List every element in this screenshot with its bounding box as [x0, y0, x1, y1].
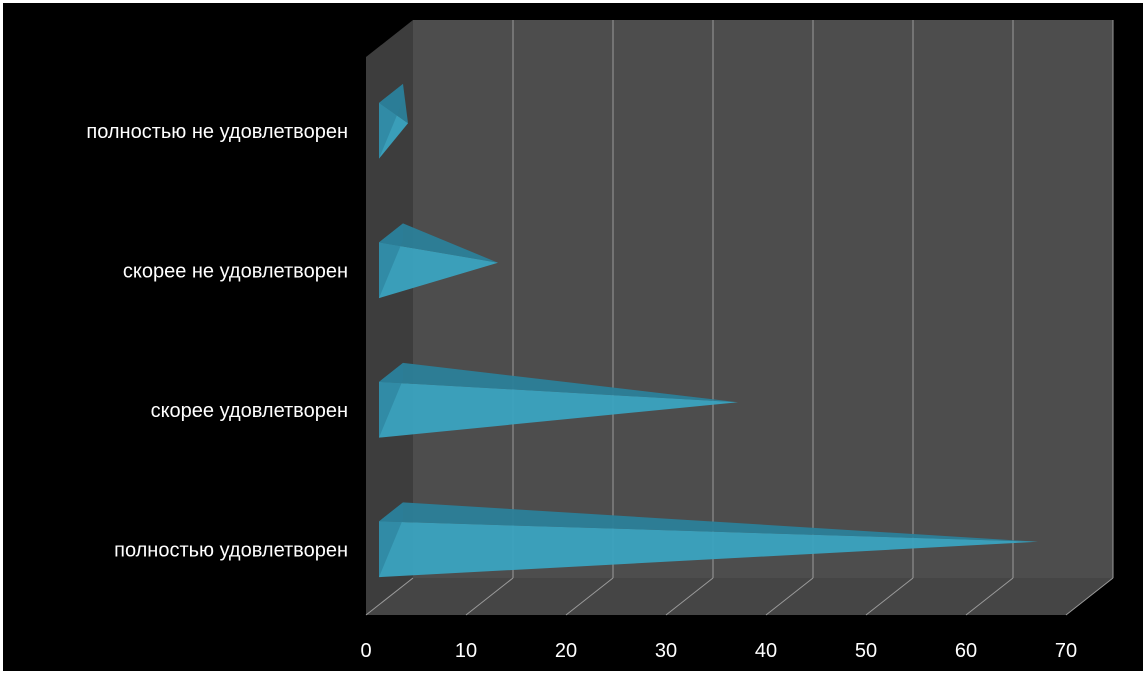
gridlines [365, 20, 1114, 616]
floor-gridline [765, 577, 814, 616]
bar-front-face [379, 521, 1038, 578]
category-labels: полностью не удовлетворен скорее не удовл… [86, 121, 348, 562]
bar-top-face [379, 502, 1038, 542]
bar-base-face [379, 502, 403, 578]
x-axis-tick-labels: 0 10 20 30 40 50 60 70 [360, 640, 1077, 662]
x-tick-label: 0 [360, 640, 371, 662]
bar-front-face [379, 242, 498, 299]
bar-base-face [379, 83, 403, 159]
bar-front-face [379, 381, 738, 438]
bars [379, 83, 1038, 578]
pyramid-bar [379, 83, 408, 159]
x-tick-label: 60 [955, 640, 977, 662]
x-tick-label: 70 [1055, 640, 1077, 662]
floor-gridline [965, 577, 1014, 616]
x-tick-label: 10 [455, 640, 477, 662]
floor-gridline [1065, 577, 1114, 616]
pyramid-bar [379, 362, 738, 438]
pyramid-bar-chart: полностью не удовлетворен скорее не удовл… [86, 20, 1114, 662]
pyramid-bar [379, 502, 1038, 578]
floor-gridline [365, 577, 414, 616]
back-wall [413, 20, 1113, 578]
floor-gridline [465, 577, 514, 616]
bar-top-face [379, 223, 498, 263]
category-label: скорее не удовлетворен [123, 260, 348, 282]
bar-top-face [379, 362, 738, 403]
floor-gridline [665, 577, 714, 616]
category-label: скорее удовлетворен [151, 400, 348, 422]
x-tick-label: 40 [755, 640, 777, 662]
floor-gridline [565, 577, 614, 616]
category-label: полностью удовлетворен [114, 539, 348, 561]
category-label: полностью не удовлетворен [86, 121, 348, 143]
bar-base-face [379, 362, 403, 438]
floor [366, 578, 1113, 615]
x-tick-label: 30 [655, 640, 677, 662]
x-tick-label: 20 [555, 640, 577, 662]
pyramid-bar [379, 223, 498, 299]
side-wall [366, 20, 413, 615]
bar-base-face [379, 223, 403, 299]
chart-area: полностью не удовлетворен скорее не удовл… [3, 3, 1143, 671]
chart-walls [366, 20, 1113, 615]
x-tick-label: 50 [855, 640, 877, 662]
floor-gridline [865, 577, 914, 616]
